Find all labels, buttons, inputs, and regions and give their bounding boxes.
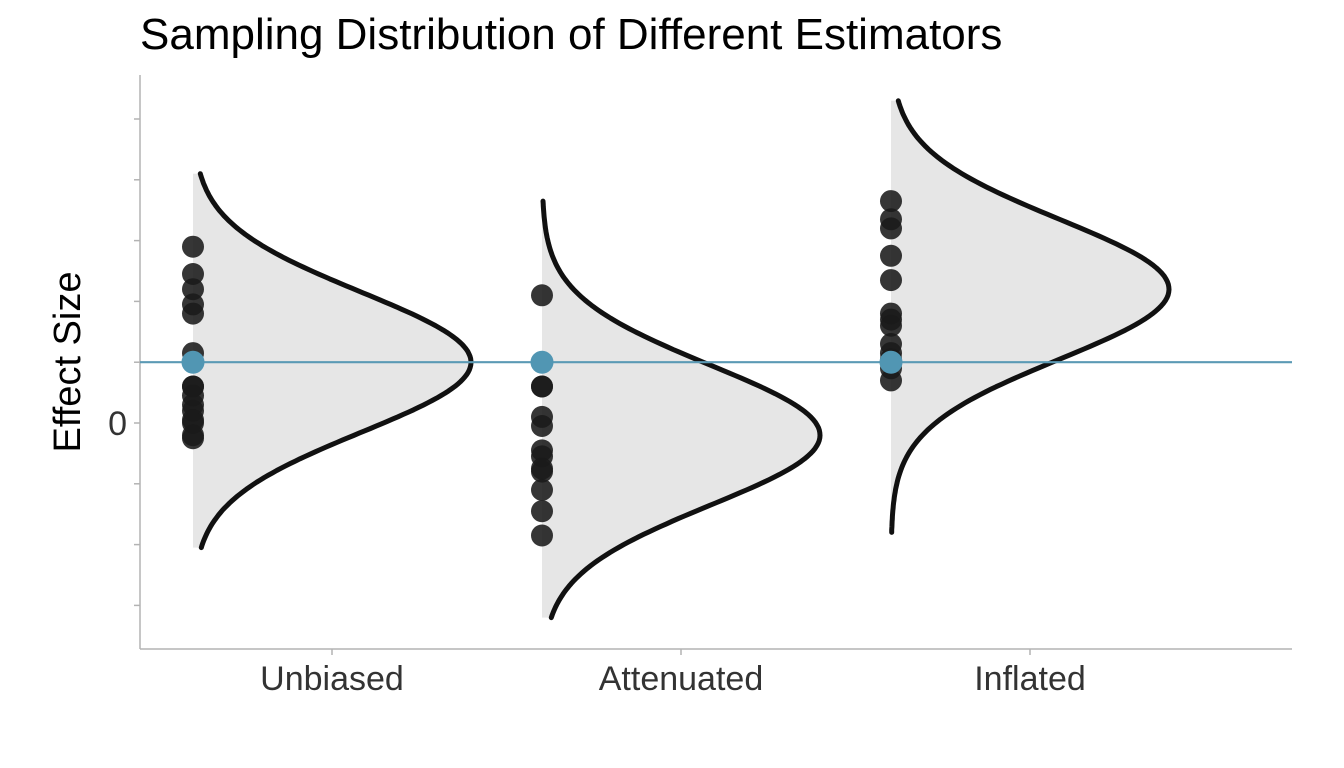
sample-point xyxy=(531,524,553,547)
sample-point xyxy=(880,314,902,337)
sample-point xyxy=(880,244,902,267)
sample-point xyxy=(182,235,204,258)
true-value-point xyxy=(879,350,903,374)
x-tick-label: Inflated xyxy=(974,660,1086,698)
y-tick-label: 0 xyxy=(108,405,127,443)
sample-point xyxy=(531,284,553,307)
plot-area: 0 Unbiased Attenuated Inflated xyxy=(108,75,1292,698)
density-curve-attenuated xyxy=(540,198,823,621)
sample-point xyxy=(182,278,204,301)
true-value-point xyxy=(530,350,554,374)
sample-point xyxy=(531,460,553,483)
sample-point xyxy=(880,269,902,292)
sample-point xyxy=(880,369,902,392)
sample-point xyxy=(531,375,553,398)
sample-point xyxy=(182,302,204,325)
density-area-inflated xyxy=(891,100,1169,533)
true-value-point xyxy=(181,350,205,374)
x-tick-label: Attenuated xyxy=(599,660,763,698)
x-tick-label: Unbiased xyxy=(260,660,404,698)
sample-point xyxy=(531,415,553,437)
density-curve-inflated xyxy=(889,98,1172,535)
y-axis-label: Effect Size xyxy=(47,272,89,453)
sample-point xyxy=(531,478,553,501)
sample-point xyxy=(880,217,902,240)
density-area-attenuated xyxy=(542,201,820,618)
sample-point xyxy=(880,190,902,213)
density-area-unbiased xyxy=(193,173,471,548)
sample-point xyxy=(182,427,204,450)
sample-point xyxy=(182,263,204,285)
chart-title: Sampling Distribution of Different Estim… xyxy=(140,10,1002,59)
sample-point xyxy=(531,500,553,523)
density-curve-unbiased xyxy=(197,171,474,551)
